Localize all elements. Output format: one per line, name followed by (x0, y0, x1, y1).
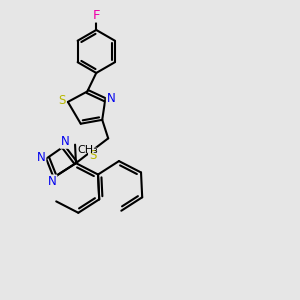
Text: S: S (89, 148, 96, 162)
Text: N: N (61, 135, 69, 148)
Text: CH₃: CH₃ (77, 145, 98, 155)
Text: N: N (107, 92, 116, 105)
Text: F: F (92, 8, 100, 22)
Text: S: S (58, 94, 66, 107)
Text: N: N (37, 151, 45, 164)
Text: N: N (48, 176, 56, 188)
